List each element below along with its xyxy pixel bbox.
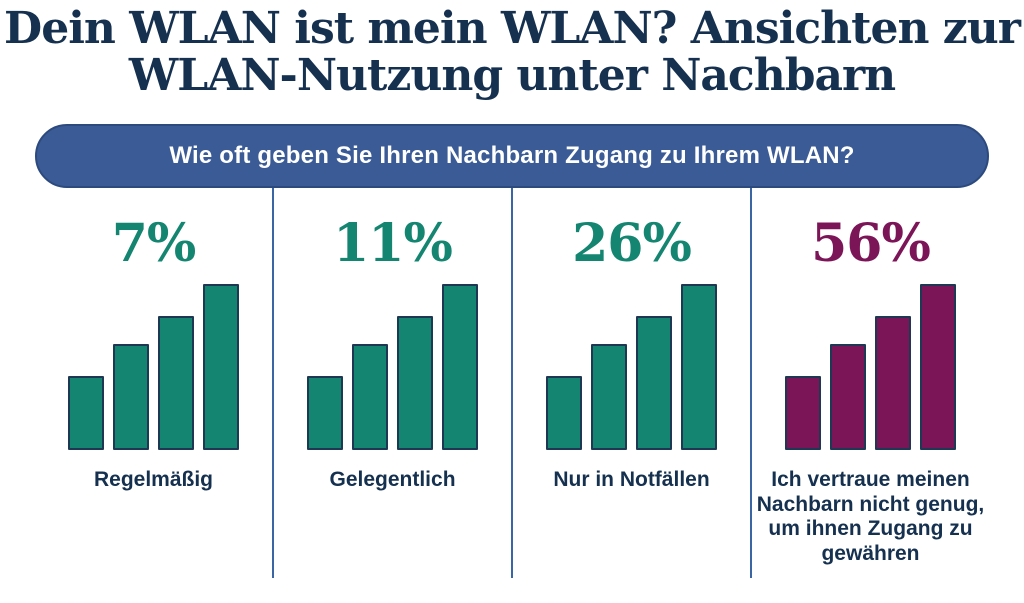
bar-2: [591, 344, 627, 451]
bar-1: [68, 376, 104, 451]
bar-4: [203, 284, 239, 451]
category-label: Nur in Notfällen: [553, 468, 710, 492]
bar-1: [546, 376, 582, 451]
signal-bars-icon: [752, 284, 989, 451]
bar-4: [920, 284, 956, 451]
question-banner: Wie oft geben Sie Ihren Nachbarn Zugang …: [35, 124, 989, 189]
bar-2: [352, 344, 388, 451]
category-label: Gelegentlich: [329, 468, 456, 492]
signal-bars-icon: [513, 284, 750, 451]
chart-columns: 7% Regelmäßig 11% Gelegentlich 26%: [35, 188, 989, 579]
signal-bars-icon: [35, 284, 272, 451]
category-label: Ich vertraue meinen Nachbarn nicht genug…: [756, 468, 985, 565]
category-label: Regelmäßig: [93, 468, 214, 492]
question-text: Wie oft geben Sie Ihren Nachbarn Zugang …: [169, 142, 855, 170]
bar-3: [397, 316, 433, 451]
column-nur-in-notfaellen: 26% Nur in Notfällen: [511, 188, 750, 579]
bar-3: [875, 316, 911, 451]
column-kein-vertrauen: 56% Ich vertraue meinen Nachbarn nicht g…: [750, 188, 989, 579]
bar-4: [681, 284, 717, 451]
bar-4: [442, 284, 478, 451]
percent-value: 56%: [811, 213, 931, 275]
percent-value: 7%: [111, 213, 197, 275]
column-gelegentlich: 11% Gelegentlich: [272, 188, 511, 579]
bar-3: [158, 316, 194, 451]
bar-2: [113, 344, 149, 451]
bar-1: [785, 376, 821, 451]
signal-bars-icon: [274, 284, 511, 451]
column-regelmaessig: 7% Regelmäßig: [35, 188, 272, 578]
title-line-1: Dein WLAN ist mein WLAN? Ansichten zur: [4, 3, 1021, 54]
bar-2: [830, 344, 866, 451]
percent-value: 11%: [333, 213, 453, 275]
bar-3: [636, 316, 672, 451]
bar-1: [307, 376, 343, 451]
percent-value: 26%: [572, 213, 692, 275]
page-title: Dein WLAN ist mein WLAN? Ansichten zur WL…: [0, 0, 1024, 99]
title-line-2: WLAN-Nutzung unter Nachbarn: [128, 49, 896, 101]
